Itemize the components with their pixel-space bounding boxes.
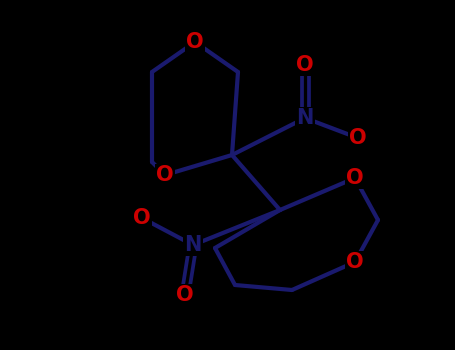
Text: O: O: [186, 32, 204, 52]
Text: O: O: [349, 128, 367, 148]
Text: O: O: [156, 165, 174, 185]
Text: O: O: [133, 208, 151, 228]
Text: O: O: [346, 168, 364, 188]
Text: N: N: [296, 108, 313, 128]
Text: O: O: [296, 55, 314, 75]
Text: O: O: [176, 285, 194, 305]
Text: N: N: [184, 235, 202, 255]
Text: O: O: [346, 252, 364, 272]
